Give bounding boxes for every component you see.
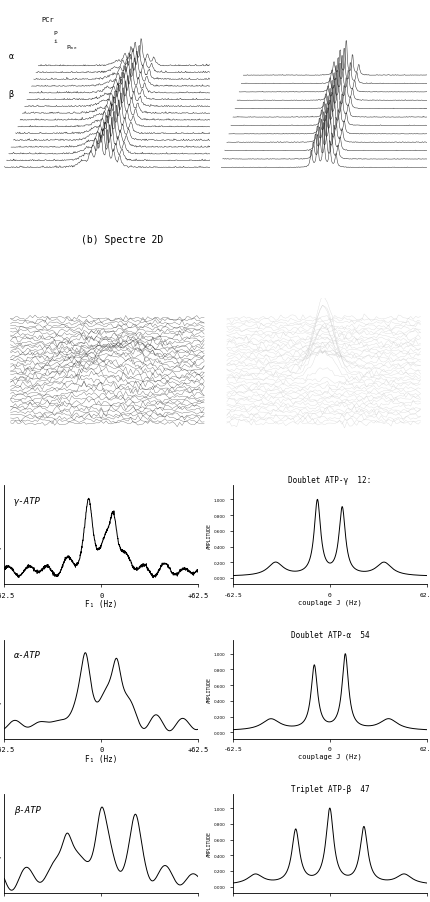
- Text: γ-ATP: γ-ATP: [14, 496, 41, 505]
- X-axis label: F₁ (Hz): F₁ (Hz): [85, 600, 117, 609]
- Text: P: P: [54, 31, 57, 35]
- Y-axis label: Amplitude: Amplitude: [0, 512, 2, 557]
- Text: α-ATP: α-ATP: [14, 650, 41, 659]
- X-axis label: couplage J (Hz): couplage J (Hz): [297, 753, 361, 759]
- Text: (b) Spectre 2D: (b) Spectre 2D: [81, 235, 163, 244]
- Y-axis label: AMPLITUDE: AMPLITUDE: [207, 676, 212, 703]
- Text: β-ATP: β-ATP: [14, 805, 41, 814]
- Text: i: i: [54, 39, 57, 43]
- Text: β: β: [9, 90, 13, 99]
- Text: Pₘₑ: Pₘₑ: [66, 45, 77, 50]
- Title: Doublet ATP-γ  12:: Doublet ATP-γ 12:: [288, 476, 371, 485]
- Y-axis label: AMPLITUDE: AMPLITUDE: [207, 831, 212, 856]
- Text: PCr: PCr: [41, 16, 54, 23]
- Y-axis label: Amplitude: Amplitude: [0, 667, 2, 712]
- X-axis label: couplage J (Hz): couplage J (Hz): [297, 599, 361, 605]
- X-axis label: F₁ (Hz): F₁ (Hz): [85, 754, 117, 763]
- Title: Doublet ATP-α  54: Doublet ATP-α 54: [290, 630, 368, 640]
- Y-axis label: AMPLITUDE: AMPLITUDE: [207, 522, 212, 548]
- Y-axis label: Amplitude: Amplitude: [0, 821, 2, 866]
- Title: Triplet ATP-β  47: Triplet ATP-β 47: [290, 785, 368, 793]
- Text: α: α: [9, 51, 13, 60]
